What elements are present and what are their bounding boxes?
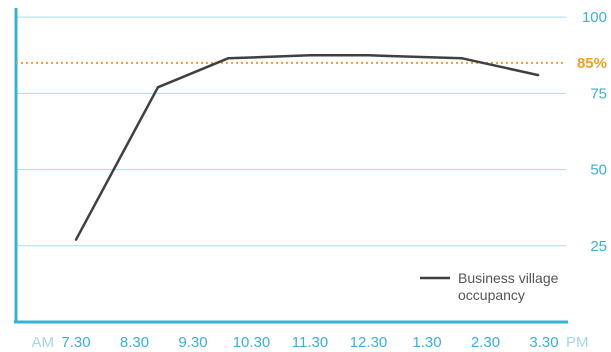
- x-axis-suffix-pm: PM: [566, 334, 589, 351]
- legend-label: Business village occupancy: [458, 270, 559, 303]
- x-tick-label-1: 8.30: [120, 334, 149, 351]
- y-tick-labels: 25 50 75 100: [582, 9, 607, 255]
- y-tick-label-75: 75: [590, 85, 607, 102]
- data-point-0-4: [367, 54, 370, 57]
- series-line-0: [74, 54, 539, 241]
- x-tick-label-7: 2.30: [471, 334, 500, 351]
- x-axis-prefix-am: AM: [32, 334, 55, 351]
- x-tick-label-3: 10.30: [233, 334, 271, 351]
- x-tick-label-6: 1.30: [412, 334, 441, 351]
- y-tick-label-25: 25: [590, 238, 607, 255]
- y-tick-label-100: 100: [582, 9, 607, 26]
- x-tick-label-4: 11.30: [292, 334, 328, 351]
- legend: Business village occupancy: [420, 270, 559, 303]
- data-point-0-3: [308, 54, 312, 57]
- series-group: [74, 54, 540, 241]
- x-tick-label-5: 12.30: [350, 334, 388, 351]
- x-tick-labels: AM PM 7.30 8.30 9.30 10.30 11.30 12.30 1.30 2.3…: [32, 334, 589, 351]
- y-tick-label-50: 50: [590, 162, 607, 179]
- axes: [14, 8, 568, 324]
- x-tick-label-0: 7.30: [61, 334, 90, 351]
- data-point-0-6: [536, 73, 540, 77]
- reference-line-group: 85%: [16, 55, 607, 72]
- data-point-0-2: [226, 57, 230, 60]
- x-tick-label-8: 3.30: [529, 334, 558, 351]
- data-point-0-5: [460, 57, 464, 60]
- reference-line-label: 85%: [577, 55, 607, 72]
- grid-lines: [16, 16, 566, 247]
- data-point-0-0: [74, 238, 78, 241]
- x-tick-label-2: 9.30: [178, 334, 207, 351]
- data-point-0-1: [156, 86, 160, 89]
